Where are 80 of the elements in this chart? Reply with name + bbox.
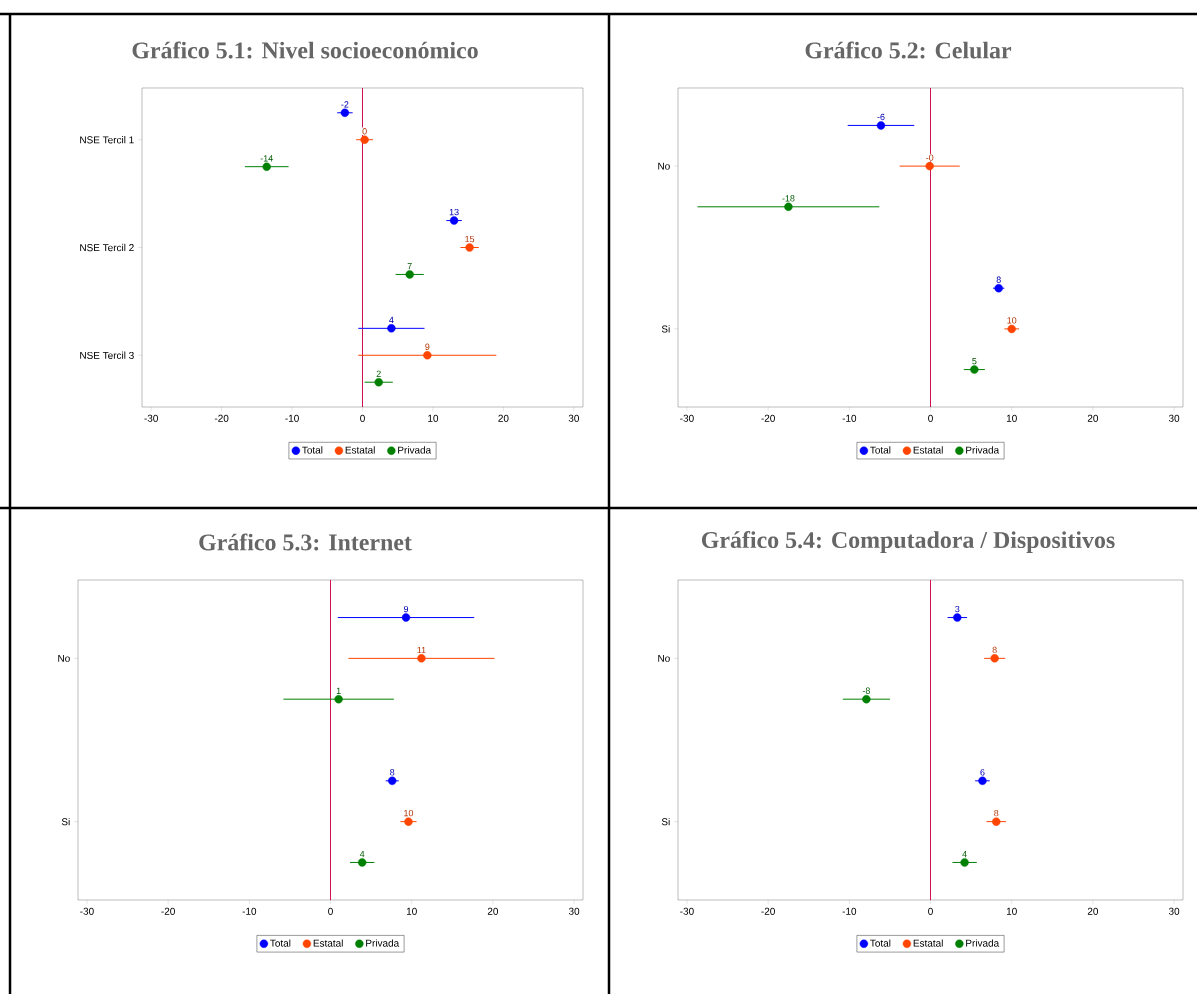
x-tick-label: 20 bbox=[1087, 414, 1099, 422]
x-tick-label: 30 bbox=[568, 907, 580, 915]
chart-title: Gráfico 5.1: Nivel socioeconómico bbox=[132, 41, 478, 59]
x-tick-label: 30 bbox=[1168, 414, 1180, 422]
data-label: 0 bbox=[362, 128, 367, 135]
x-tick-label: 10 bbox=[406, 907, 417, 915]
x-tick-label: 10 bbox=[1006, 414, 1017, 422]
chart-title: Gráfico 5.2: Celular bbox=[805, 41, 1012, 59]
data-label: -0 bbox=[926, 154, 934, 161]
legend-label: Total bbox=[270, 939, 291, 947]
data-label: 1 bbox=[336, 687, 341, 694]
data-label: 8 bbox=[992, 646, 997, 654]
data-label: 13 bbox=[449, 208, 459, 216]
x-tick-label: 30 bbox=[1168, 907, 1180, 915]
x-tick-label: 20 bbox=[487, 907, 499, 915]
x-tick-label: 0 bbox=[328, 907, 333, 915]
legend-label: Total bbox=[870, 446, 891, 454]
data-label: 9 bbox=[425, 343, 430, 350]
x-tick-label: 20 bbox=[1087, 907, 1099, 915]
y-tick-label: No bbox=[58, 654, 70, 662]
chart-title: Gráfico 5.3: Internet bbox=[199, 533, 412, 551]
x-tick-label: -30 bbox=[680, 414, 694, 422]
x-tick-label: -30 bbox=[680, 907, 694, 915]
x-tick-label: -20 bbox=[161, 907, 175, 915]
data-label: -14 bbox=[260, 155, 273, 162]
x-tick-label: -10 bbox=[285, 414, 299, 422]
data-label: 8 bbox=[390, 769, 395, 776]
data-label: 11 bbox=[417, 646, 426, 654]
legend-label: Privada bbox=[966, 939, 1000, 947]
data-label: 8 bbox=[994, 809, 999, 817]
data-label: 10 bbox=[1007, 317, 1017, 324]
data-label: 7 bbox=[407, 262, 412, 270]
data-label: 8 bbox=[996, 276, 1001, 283]
legend-label: Privada bbox=[966, 446, 1000, 454]
x-tick-label: -30 bbox=[80, 907, 94, 915]
x-tick-label: -20 bbox=[761, 907, 775, 915]
data-label: -18 bbox=[782, 195, 795, 202]
data-label: 5 bbox=[972, 358, 977, 365]
data-label: 2 bbox=[376, 370, 381, 377]
y-tick-label: NSE Tercil 3 bbox=[80, 351, 134, 359]
data-label: 10 bbox=[404, 809, 414, 817]
x-tick-label: 0 bbox=[360, 414, 365, 422]
legend-label: Estatal bbox=[913, 939, 943, 947]
y-tick-label: Si bbox=[661, 817, 670, 826]
y-tick-label: No bbox=[658, 162, 670, 170]
data-label: 4 bbox=[389, 316, 394, 324]
data-label: 9 bbox=[403, 605, 409, 613]
x-tick-label: -10 bbox=[842, 907, 857, 915]
legend-label: Privada bbox=[366, 939, 400, 947]
x-tick-label: -30 bbox=[144, 414, 158, 422]
y-tick-label: Si bbox=[661, 325, 670, 333]
data-label: 6 bbox=[980, 769, 985, 776]
x-tick-label: -20 bbox=[761, 414, 775, 422]
y-tick-label: No bbox=[658, 654, 670, 662]
data-label: -8 bbox=[862, 687, 870, 694]
data-label: -2 bbox=[341, 101, 349, 108]
legend-label: Estatal bbox=[913, 446, 943, 454]
data-label: 4 bbox=[962, 850, 967, 858]
legend-label: Total bbox=[870, 939, 891, 947]
legend-label: Estatal bbox=[345, 446, 375, 454]
y-tick-label: NSE Tercil 2 bbox=[80, 243, 134, 252]
data-label: 4 bbox=[359, 850, 365, 858]
x-tick-label: -20 bbox=[214, 414, 229, 422]
x-tick-label: 20 bbox=[498, 414, 509, 422]
x-tick-label: 10 bbox=[1006, 907, 1017, 915]
x-tick-label: -10 bbox=[242, 907, 257, 915]
x-tick-label: 10 bbox=[428, 414, 439, 422]
y-tick-label: NSE Tercil 1 bbox=[80, 136, 134, 144]
data-label: -6 bbox=[877, 113, 885, 121]
x-tick-label: 0 bbox=[928, 414, 933, 422]
data-label: 3 bbox=[955, 605, 960, 613]
x-tick-label: 0 bbox=[928, 907, 933, 915]
chart-title: Gráfico 5.4: Computadora / Dispositivos bbox=[701, 531, 1115, 553]
y-tick-label: Si bbox=[61, 817, 70, 826]
x-tick-label: -10 bbox=[842, 414, 857, 422]
legend-label: Privada bbox=[398, 446, 432, 454]
legend-label: Total bbox=[302, 446, 323, 454]
legend-label: Estatal bbox=[313, 939, 343, 947]
data-label: 15 bbox=[465, 235, 475, 243]
x-tick-label: 30 bbox=[568, 414, 579, 422]
